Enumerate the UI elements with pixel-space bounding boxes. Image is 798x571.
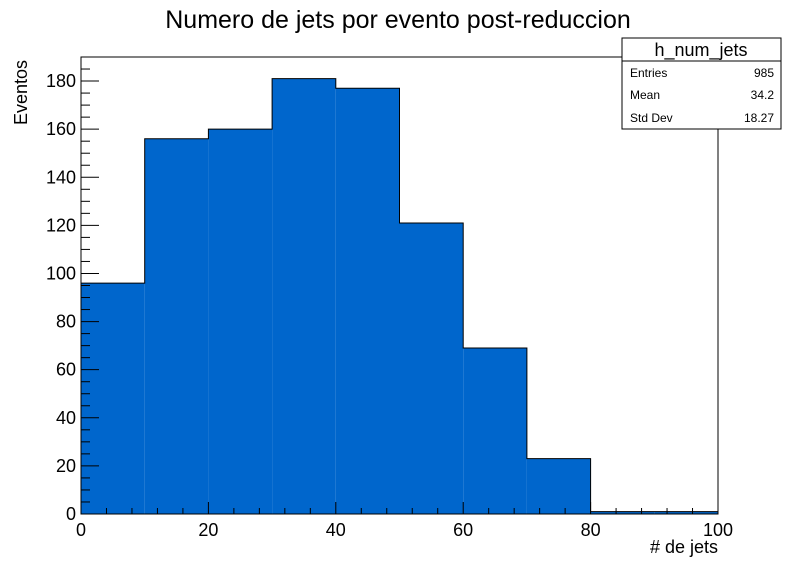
x-tick-label: 60 [453, 520, 473, 540]
y-tick-label: 0 [66, 504, 76, 524]
y-tick-label: 20 [56, 456, 76, 476]
histogram-bar [335, 88, 400, 514]
x-tick-label: 20 [198, 520, 218, 540]
stats-stddev-value: 18.27 [744, 111, 774, 125]
x-tick-label: 0 [76, 520, 86, 540]
x-axis-label: # de jets [650, 537, 718, 557]
x-tick-label: 80 [581, 520, 601, 540]
y-tick-label: 40 [56, 408, 76, 428]
y-axis-ticks: 0 20 40 60 80 100 120 140 160 180 [46, 56, 99, 524]
x-tick-label: 100 [703, 520, 733, 540]
y-tick-label: 60 [56, 360, 76, 380]
histogram-bar [399, 222, 464, 514]
stats-box: h_num_jets Entries 985 Mean 34.2 Std Dev… [621, 37, 782, 130]
y-tick-label: 140 [46, 167, 76, 187]
stats-entries-label: Entries [630, 66, 667, 80]
histogram-bar [272, 78, 336, 514]
histogram-bar [81, 283, 145, 514]
histogram-bar [144, 138, 209, 515]
histogram-bar [590, 511, 655, 514]
y-tick-label: 100 [46, 263, 76, 283]
y-tick-label: 160 [46, 119, 76, 139]
stats-mean-value: 34.2 [751, 88, 775, 102]
y-tick-label: 120 [46, 215, 76, 235]
chart-title: Numero de jets por evento post-reduccion [165, 6, 631, 34]
histogram-bar [463, 348, 527, 514]
stats-mean-label: Mean [630, 88, 660, 102]
histogram-outline [81, 78, 718, 513]
histogram-bars [81, 78, 718, 515]
y-tick-label: 80 [56, 312, 76, 332]
x-axis-ticks: 0 20 40 60 80 100 [76, 502, 733, 540]
histogram-bar [208, 129, 273, 514]
stats-box-frame [621, 37, 782, 130]
stats-entries-value: 985 [754, 66, 774, 80]
stats-box-title: h_num_jets [654, 40, 747, 61]
histogram-bar [654, 511, 718, 514]
x-tick-label: 40 [326, 520, 346, 540]
y-axis-label: Eventos [11, 60, 31, 125]
histogram-bar [526, 458, 591, 514]
stats-stddev-label: Std Dev [630, 111, 673, 125]
y-tick-label: 180 [46, 71, 76, 91]
